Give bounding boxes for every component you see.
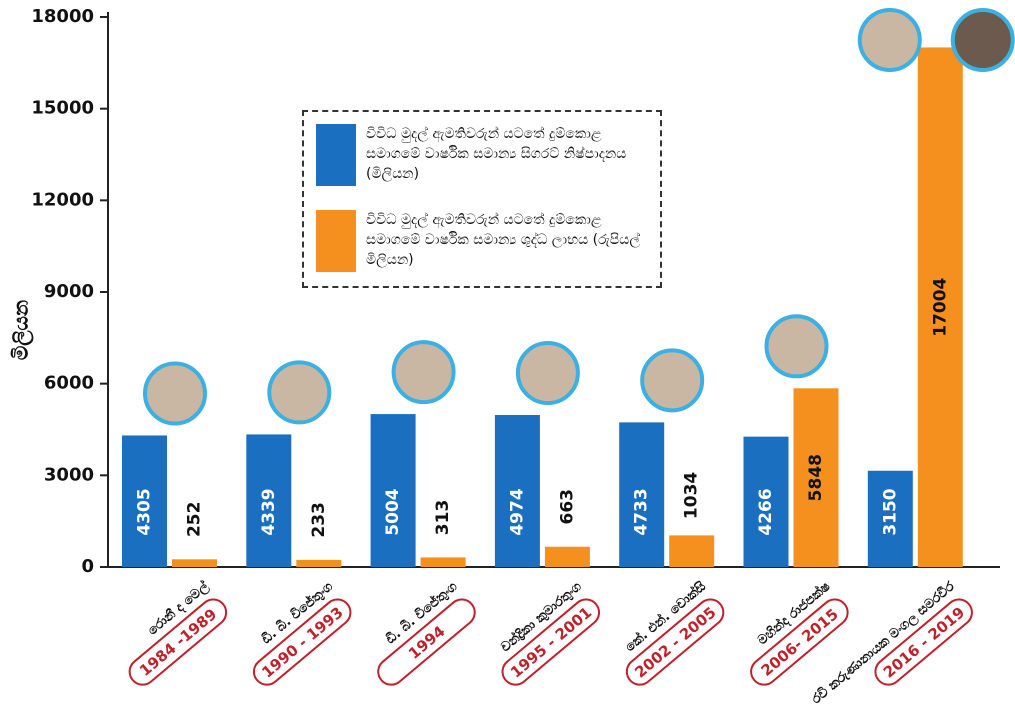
value-label: 313 [433, 500, 453, 536]
bar [172, 559, 217, 567]
y-tick-label: 6000 [44, 373, 94, 394]
portrait [767, 316, 827, 376]
bar [545, 547, 590, 567]
value-label: 5004 [383, 488, 403, 535]
legend-label: විවිධ මුදල් ඇමතිවරුන් යටතේ දුම්කොළ සමාගම… [366, 124, 651, 184]
value-label: 4266 [756, 488, 776, 535]
portrait [518, 343, 578, 403]
portrait [642, 350, 702, 410]
x-tick-label-group: කේ. එන්. චොක්සි2002 - 2005 [608, 577, 730, 690]
legend-item: විවිධ මුදල් ඇමතිවරුන් යටතේ දුම්කොළ සමාගම… [316, 210, 651, 272]
chart: මිලියන 0 3000 6000 9000 12000 15000 18000 4305 2… [0, 0, 1015, 705]
legend-swatch [316, 124, 356, 186]
y-tick-label: 0 [81, 556, 94, 577]
legend-swatch [316, 210, 356, 272]
value-label: 4974 [507, 488, 527, 535]
portrait [860, 10, 920, 70]
y-tick-label: 12000 [31, 189, 94, 210]
y-tick-label: 9000 [44, 281, 94, 302]
value-label: 663 [557, 489, 577, 525]
page: මිලියන 0 3000 6000 9000 12000 15000 18000 4305 2… [0, 0, 1015, 705]
value-label: 3150 [880, 488, 900, 535]
portrait [953, 10, 1013, 70]
y-axis-label: මිලියන [9, 300, 35, 360]
value-label: 17004 [930, 277, 950, 336]
y-tick-label: 18000 [31, 6, 94, 27]
portrait [269, 362, 329, 422]
value-label: 233 [309, 502, 329, 538]
bar [669, 535, 714, 567]
bar [421, 557, 466, 567]
y-tick-label: 3000 [44, 464, 94, 485]
legend-label: විවිධ මුදල් ඇමතිවරුන් යටතේ දුම්කොළ සමාගම… [366, 210, 651, 270]
y-tick-label: 15000 [31, 98, 94, 119]
value-label: 5848 [806, 454, 826, 501]
legend: විවිධ මුදල් ඇමතිවරුන් යටතේ දුම්කොළ සමාගම… [302, 110, 662, 288]
portrait [145, 363, 205, 423]
value-label: 1034 [682, 472, 702, 519]
legend-item: විවිධ මුදල් ඇමතිවරුන් යටතේ දුම්කොළ සමාගම… [316, 124, 651, 186]
value-label: 252 [185, 502, 205, 538]
x-tick-label-group: රොනී ද මෙල්1984 -1989 [110, 577, 232, 690]
bar [296, 560, 341, 567]
value-label: 4339 [259, 488, 279, 535]
portrait [394, 342, 454, 402]
value-label: 4733 [632, 488, 652, 535]
value-label: 4305 [135, 488, 155, 535]
